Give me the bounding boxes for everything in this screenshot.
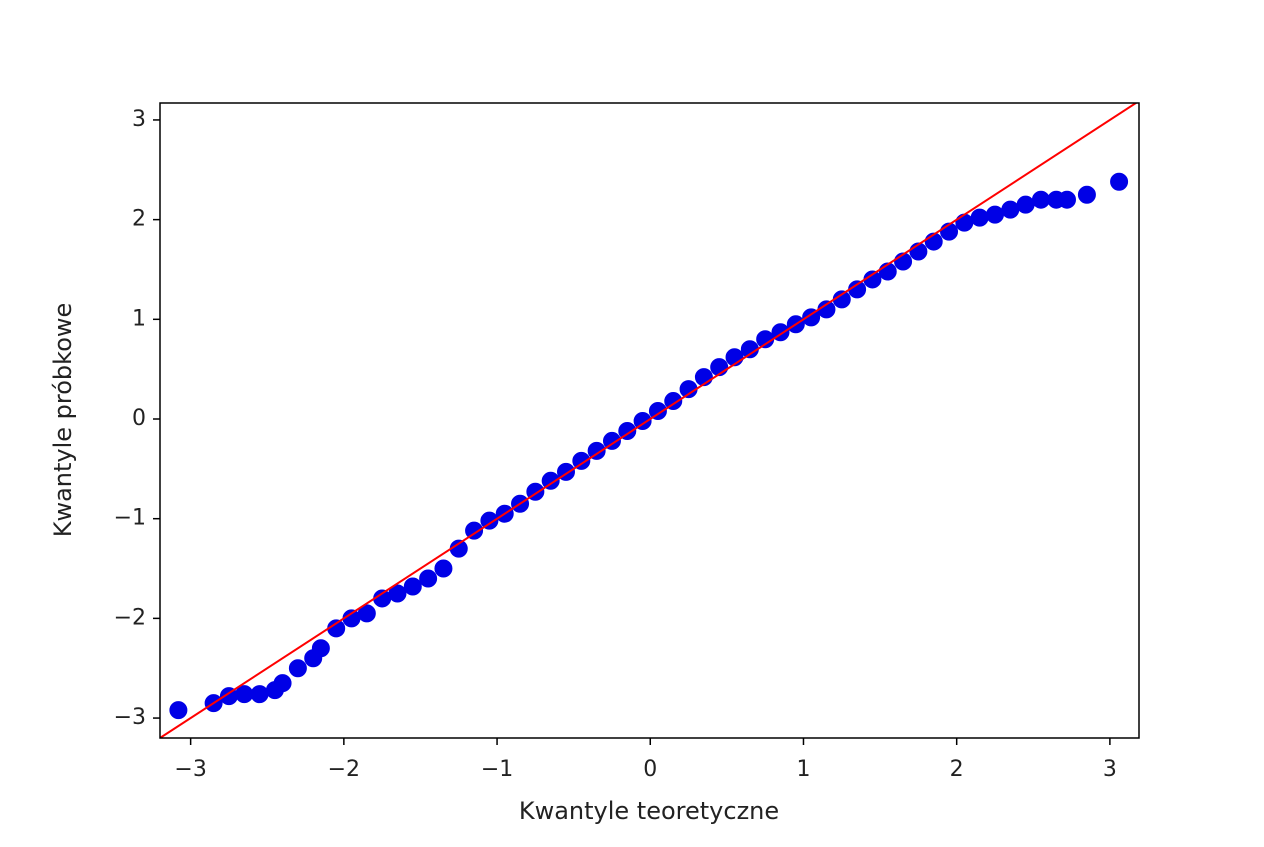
data-point bbox=[955, 213, 974, 232]
data-point bbox=[311, 639, 330, 658]
data-point bbox=[664, 392, 683, 411]
x-tick-label: −1 bbox=[481, 757, 513, 782]
data-point bbox=[602, 431, 621, 450]
y-tick-label: −3 bbox=[114, 705, 146, 730]
x-tick-label: 2 bbox=[950, 757, 964, 782]
data-point bbox=[1057, 190, 1076, 209]
data-point bbox=[288, 659, 307, 678]
data-point bbox=[273, 674, 292, 693]
x-tick-label: 0 bbox=[643, 757, 657, 782]
data-point bbox=[618, 421, 637, 440]
data-point bbox=[419, 569, 438, 588]
data-point bbox=[480, 511, 499, 530]
x-tick-label: 3 bbox=[1103, 757, 1117, 782]
data-point bbox=[465, 521, 484, 540]
data-point bbox=[1031, 190, 1050, 209]
data-point bbox=[648, 402, 667, 421]
x-tick-label: −2 bbox=[328, 757, 360, 782]
y-tick-label: 3 bbox=[132, 107, 146, 132]
data-point bbox=[357, 604, 376, 623]
data-point bbox=[403, 577, 422, 596]
data-point bbox=[388, 584, 407, 603]
data-point bbox=[633, 411, 652, 430]
y-tick-label: −2 bbox=[114, 605, 146, 630]
y-axis-label: Kwantyle próbkowe bbox=[49, 303, 77, 538]
reference-line bbox=[160, 103, 1138, 738]
data-point bbox=[985, 205, 1004, 224]
plot-area bbox=[160, 103, 1138, 738]
data-point bbox=[169, 701, 188, 720]
data-point bbox=[572, 451, 591, 470]
data-point bbox=[250, 685, 269, 704]
y-tick-label: −1 bbox=[114, 506, 146, 531]
data-point bbox=[1016, 195, 1035, 214]
y-tick-label: 0 bbox=[132, 406, 146, 431]
y-tick-label: 2 bbox=[132, 207, 146, 232]
data-point bbox=[1077, 185, 1096, 204]
data-point bbox=[970, 208, 989, 227]
x-tick-label: 1 bbox=[796, 757, 810, 782]
data-point bbox=[541, 471, 560, 490]
axes-frame bbox=[159, 102, 1140, 739]
x-tick-label: −3 bbox=[174, 757, 206, 782]
data-point bbox=[1001, 200, 1020, 219]
x-axis-label: Kwantyle teoretyczne bbox=[519, 797, 779, 825]
data-point bbox=[434, 559, 453, 578]
y-tick-label: 1 bbox=[132, 306, 146, 331]
data-point bbox=[587, 441, 606, 460]
data-point bbox=[802, 308, 821, 327]
data-point bbox=[1110, 172, 1129, 191]
